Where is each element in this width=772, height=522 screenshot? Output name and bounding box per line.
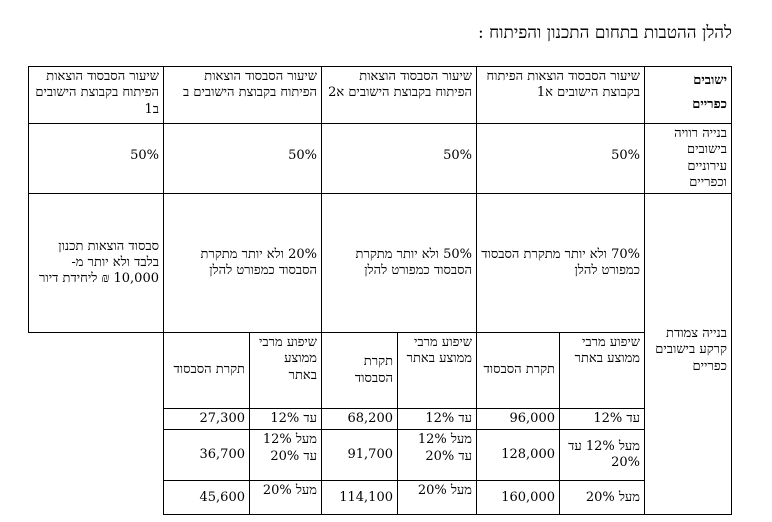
ceiling-a1-0: 96,000 — [476, 407, 560, 431]
slope-b-0: עד 12% — [249, 407, 322, 431]
slope-a1-2: מעל 20% — [559, 480, 645, 516]
table-row: מעל 12% עד 20% 128,000 מעל 12% עד 20% 91… — [29, 429, 732, 482]
table-row: מעל 20% 160,000 מעל 20% 114,100 מעל 20% … — [29, 480, 732, 516]
header-settlements-line2: כפריים — [692, 97, 727, 112]
row-ground-label: בנייה צמודת קרקע בישובים כפריים — [644, 192, 732, 516]
ceiling-a1-1: 128,000 — [476, 429, 560, 482]
row-ground-b1: סבסוד הוצאות תכנון בלבד ולא יותר מ- 10,0… — [28, 193, 164, 333]
header-col-b1: שיעור הסבסוד הוצאות הפיתוח בקבוצת הישובי… — [28, 66, 164, 124]
row-wide-label: בנייה רוויה בישובים עירוניים וכפריים — [644, 123, 732, 194]
row-wide-a2: 50% — [321, 123, 477, 194]
row-ground-b: 20% ולא יותר מתקרת הסבסוד כמפורט להלן — [163, 193, 322, 333]
ceiling-a2-0: 68,200 — [321, 407, 398, 431]
sub-header-a2-slope: שיפוע מרבי ממוצע באתר — [397, 332, 477, 409]
slope-a2-2: מעל 20% — [397, 480, 477, 516]
sub-header-b-ceiling: תקרת הסבסוד — [163, 332, 250, 409]
ceiling-a1-2: 160,000 — [476, 480, 560, 516]
ceiling-b-2: 45,600 — [163, 480, 250, 516]
slope-a2-0: עד 12% — [397, 407, 477, 431]
header-col-a2: שיעור הסבסוד הוצאות הפיתוח בקבוצת הישובי… — [321, 66, 477, 124]
sub-header-a2-ceiling: תקרת הסבסוד — [321, 332, 398, 409]
development-benefits-table: ישובים כפריים שיעור הסבסוד הוצאות הפיתוח… — [28, 66, 732, 516]
ceiling-b-0: 27,300 — [163, 407, 250, 431]
slope-b-2: מעל 20% — [249, 480, 322, 516]
sub-header-a1-ceiling: תקרת הסבסוד — [476, 332, 560, 409]
header-row: ישובים כפריים שיעור הסבסוד הוצאות הפיתוח… — [28, 66, 732, 124]
slope-a1-1: מעל 12% עד 20% — [559, 429, 645, 482]
slope-a2-1: מעל 12% עד 20% — [397, 429, 477, 482]
table-row: עד 12% 96,000 עד 12% 68,200 עד 12% 27,30… — [29, 407, 732, 431]
row-wide-a1: 50% — [476, 123, 645, 194]
sub-header-a1-slope: שיפוע מרבי ממוצע באתר — [559, 332, 645, 409]
header-settlements-line1: ישובים — [693, 73, 727, 88]
row-wide-building: בנייה רוויה בישובים עירוניים וכפריים 50%… — [28, 123, 732, 194]
ceiling-a2-1: 91,700 — [321, 429, 398, 482]
ceiling-a2-2: 114,100 — [321, 480, 398, 516]
ceiling-b-1: 36,700 — [163, 429, 250, 482]
empty-b1-area — [28, 331, 164, 515]
row-ground-a1: 70% ולא יותר מתקרת הסבסוד כמפורט להלן — [476, 193, 645, 333]
header-col-a1: שיעור הסבסוד הוצאות הפיתוח בקבוצת הישובי… — [476, 66, 645, 124]
row-wide-b1: 50% — [28, 123, 164, 194]
slope-a1-0: עד 12% — [559, 407, 645, 431]
sub-header-b-slope: שיפוע מרבי ממוצע באתר — [249, 332, 322, 409]
row-ground-a2: 50% ולא יותר מתקרת הסבסוד כמפורט להלן — [321, 193, 477, 333]
slope-b-1: מעל 12% עד 20% — [249, 429, 322, 482]
header-settlements-cell: ישובים כפריים — [644, 66, 732, 124]
header-col-b: שיעור הסבסוד הוצאות הפיתוח בקבוצת הישובי… — [163, 66, 322, 124]
row-wide-b: 50% — [163, 123, 322, 194]
row-ground-building: בנייה צמודת קרקע בישובים כפריים 70% ולא … — [28, 192, 732, 516]
sub-header-row: שיפוע מרבי ממוצע באתר תקרת הסבסוד שיפוע … — [28, 331, 732, 515]
page-title: להלן ההטבות בתחום התכנון והפיתוח : — [477, 23, 732, 43]
